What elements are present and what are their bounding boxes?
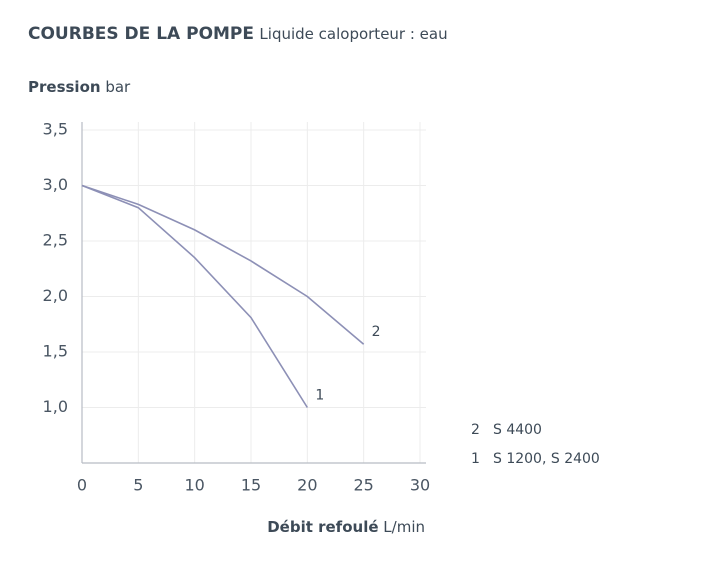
x-tick-label: 0 <box>77 476 87 495</box>
line <box>81 184 365 345</box>
y-axis-name: Pression <box>28 78 101 96</box>
legend-label: S 1200, S 2400 <box>493 451 600 467</box>
chart-heading: COURBES DE LA POMPE Liquide caloporteur … <box>28 24 448 44</box>
y-axis-unit: bar <box>105 78 131 96</box>
y-tick-label: 1,5 <box>43 342 68 361</box>
legend-number: 2 <box>471 422 480 438</box>
x-tick-label: 20 <box>297 476 317 495</box>
y-tick-label: 2,5 <box>43 231 68 250</box>
y-tick-label: 1,0 <box>43 397 68 416</box>
line <box>81 184 309 408</box>
x-tick-label: 25 <box>353 476 373 495</box>
line-end-label: 1 <box>315 388 324 404</box>
legend-number: 1 <box>471 451 480 467</box>
y-tick-label: 3,0 <box>43 175 68 194</box>
x-tick-label: 30 <box>410 476 430 495</box>
chart-title: COURBES DE LA POMPE <box>28 24 254 44</box>
x-tick-label: 10 <box>184 476 204 495</box>
chart-subtitle: Liquide caloporteur : eau <box>259 25 447 43</box>
y-axis-label: Pression bar <box>28 78 131 96</box>
x-tick-label: 5 <box>133 476 143 495</box>
x-tick-label: 15 <box>241 476 261 495</box>
x-axis-unit: L/min <box>383 518 425 536</box>
y-tick-label: 2,0 <box>43 286 68 305</box>
line-end-label: 2 <box>372 324 381 340</box>
legend-label: S 4400 <box>493 422 542 438</box>
x-axis-name: Débit refoulé <box>267 518 378 536</box>
y-tick-label: 3,5 <box>43 120 68 139</box>
x-axis-label: Débit refoulé L/min <box>267 518 425 536</box>
